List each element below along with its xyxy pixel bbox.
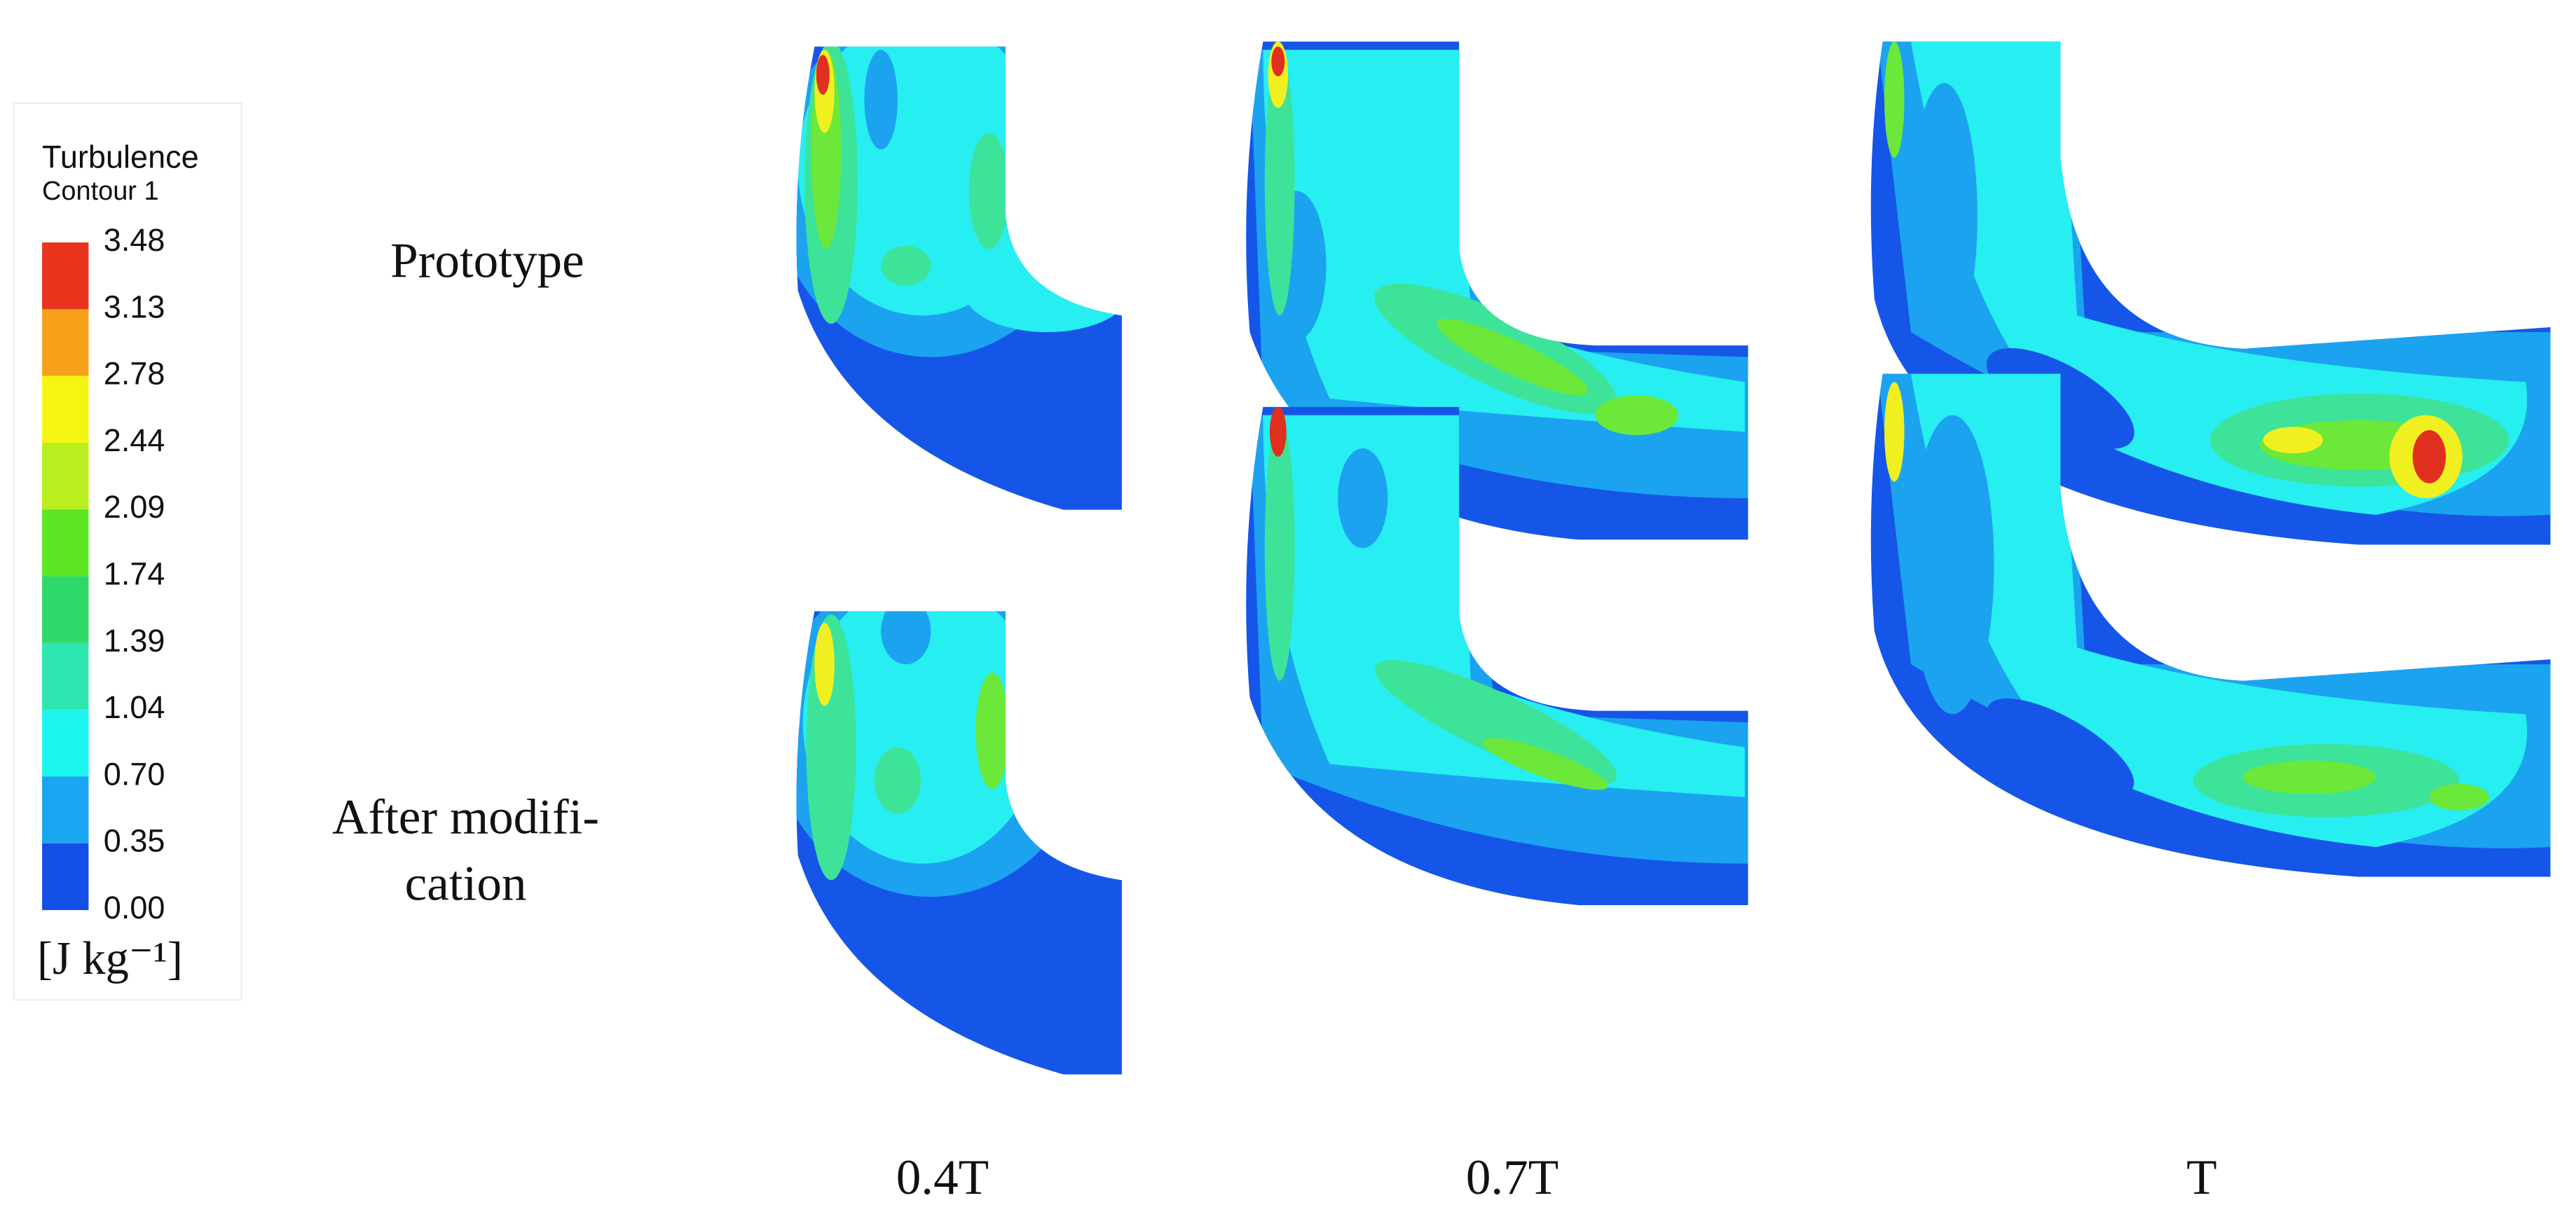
row-label: After modifi- [332, 790, 599, 845]
row-label: cation [405, 857, 527, 911]
column-label: T [2186, 1150, 2217, 1205]
legend-swatch [42, 642, 89, 710]
legend-swatch [42, 376, 89, 443]
legend-level: 2.78 [104, 356, 165, 392]
legend-level: 3.48 [104, 222, 165, 258]
legend-swatch [42, 242, 89, 310]
legend-swatch [42, 843, 89, 911]
legend-unit: [J kg⁻¹] [37, 933, 183, 984]
legend-level: 0.00 [104, 890, 165, 925]
column-label: 0.7T [1466, 1150, 1558, 1205]
legend-level: 2.44 [104, 422, 165, 458]
column-label: 0.4T [896, 1150, 989, 1205]
legend-swatch [42, 309, 89, 376]
row-label: Prototype [390, 234, 584, 289]
legend-subtitle: Contour 1 [42, 177, 158, 206]
legend-level: 2.09 [104, 489, 165, 525]
legend-level: 0.35 [104, 823, 165, 859]
legend-level: 1.74 [104, 556, 165, 591]
legend-level: 1.04 [104, 689, 165, 725]
legend-swatch [42, 710, 89, 777]
legend-swatch [42, 776, 89, 843]
legend-scale: 3.48 3.13 2.78 2.44 2.09 1.74 1.39 1.04 0.70 0.35… [42, 222, 165, 925]
legend-level: 3.13 [104, 289, 165, 324]
contour-panel [796, 611, 1122, 1075]
legend-swatch [42, 509, 89, 577]
legend-level: 0.70 [104, 756, 165, 792]
legend-level: 1.39 [104, 623, 165, 659]
legend-title: Turbulence [42, 139, 199, 174]
contour-panel [796, 46, 1122, 510]
legend-swatch [42, 442, 89, 510]
legend-swatch [42, 576, 89, 643]
